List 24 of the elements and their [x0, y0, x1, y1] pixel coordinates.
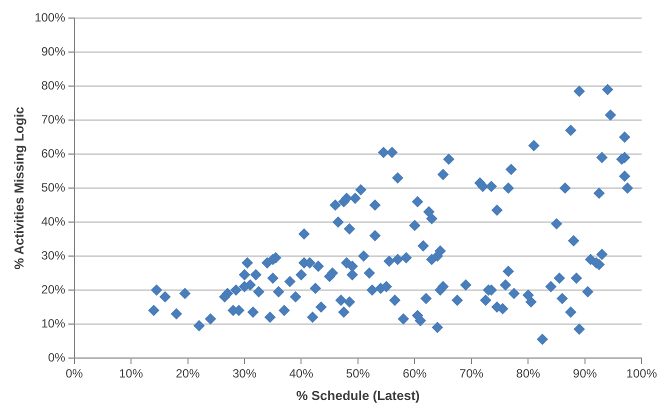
- y-tick-label: 10%: [41, 316, 66, 330]
- x-tick-label: 70%: [459, 366, 484, 381]
- x-tick-label: 40%: [289, 366, 314, 381]
- x-tick-label: 50%: [346, 366, 370, 381]
- x-tick-label: 60%: [402, 366, 428, 381]
- y-tick-label: 50%: [41, 180, 66, 194]
- y-tick-label: 40%: [41, 214, 66, 228]
- y-tick-label: 80%: [41, 78, 66, 92]
- x-tick-label: 0%: [66, 366, 84, 381]
- x-tick-label: 30%: [232, 366, 257, 381]
- x-tick-label: 90%: [572, 366, 598, 381]
- y-tick-label: 0%: [48, 350, 66, 364]
- y-tick-label: 90%: [41, 44, 66, 58]
- y-tick-label: 100%: [34, 10, 66, 25]
- y-axis-title: % Activities Missing Logic: [11, 106, 26, 270]
- y-tick-label: 70%: [41, 112, 66, 126]
- y-tick-label: 30%: [41, 248, 66, 262]
- x-tick-label: 80%: [516, 366, 541, 381]
- x-tick-label: 20%: [176, 366, 200, 381]
- x-tick-label: 100%: [626, 366, 658, 381]
- x-tick-label: 10%: [119, 366, 144, 381]
- y-tick-label: 60%: [41, 146, 66, 160]
- x-axis-title: % Schedule (Latest): [296, 388, 420, 403]
- y-tick-label: 20%: [41, 282, 66, 296]
